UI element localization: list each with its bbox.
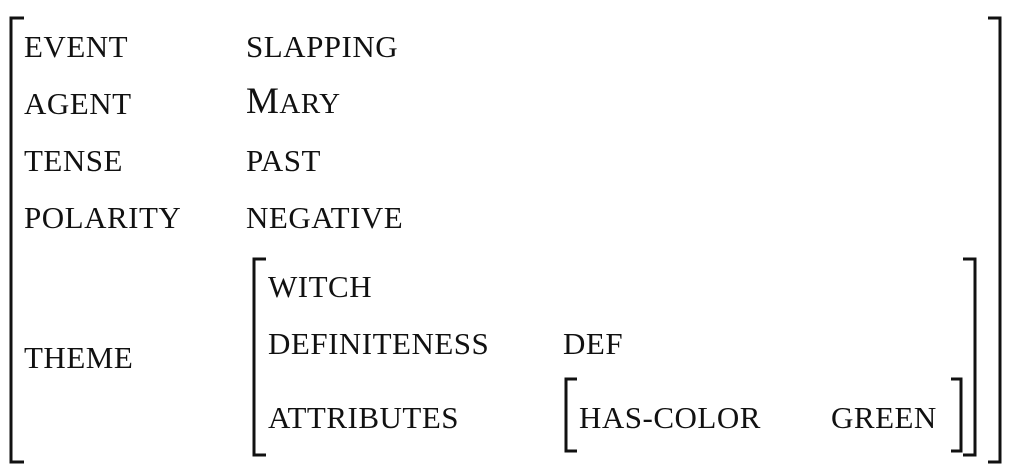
theme-left-bracket <box>252 257 266 457</box>
feature-definiteness: DEFINITENESS <box>268 326 490 361</box>
attributes-right-bracket <box>951 377 963 453</box>
value-mary-rest: ARY <box>279 88 341 120</box>
value-past: PAST <box>246 143 321 178</box>
attributes-left-bracket <box>564 377 577 453</box>
value-mary-initial: M <box>246 81 280 122</box>
feature-polarity: POLARITY <box>24 200 182 235</box>
theme-head-witch: WITCH <box>268 269 373 304</box>
value-def: DEF <box>563 326 624 361</box>
value-green: GREEN <box>831 400 937 435</box>
feature-agent: AGENT <box>24 86 132 121</box>
theme-right-bracket <box>963 257 977 457</box>
feature-theme: THEME <box>24 340 134 375</box>
value-negative: NEGATIVE <box>246 200 404 235</box>
outer-left-bracket <box>9 16 24 464</box>
value-slapping: SLAPPING <box>246 29 399 64</box>
feature-tense: TENSE <box>24 143 123 178</box>
outer-right-bracket <box>988 16 1002 464</box>
feature-has-color: HAS-COLOR <box>579 400 761 435</box>
feature-event: EVENT <box>24 29 129 64</box>
feature-attributes: ATTRIBUTES <box>268 400 459 435</box>
value-mary: MARY <box>246 83 341 120</box>
